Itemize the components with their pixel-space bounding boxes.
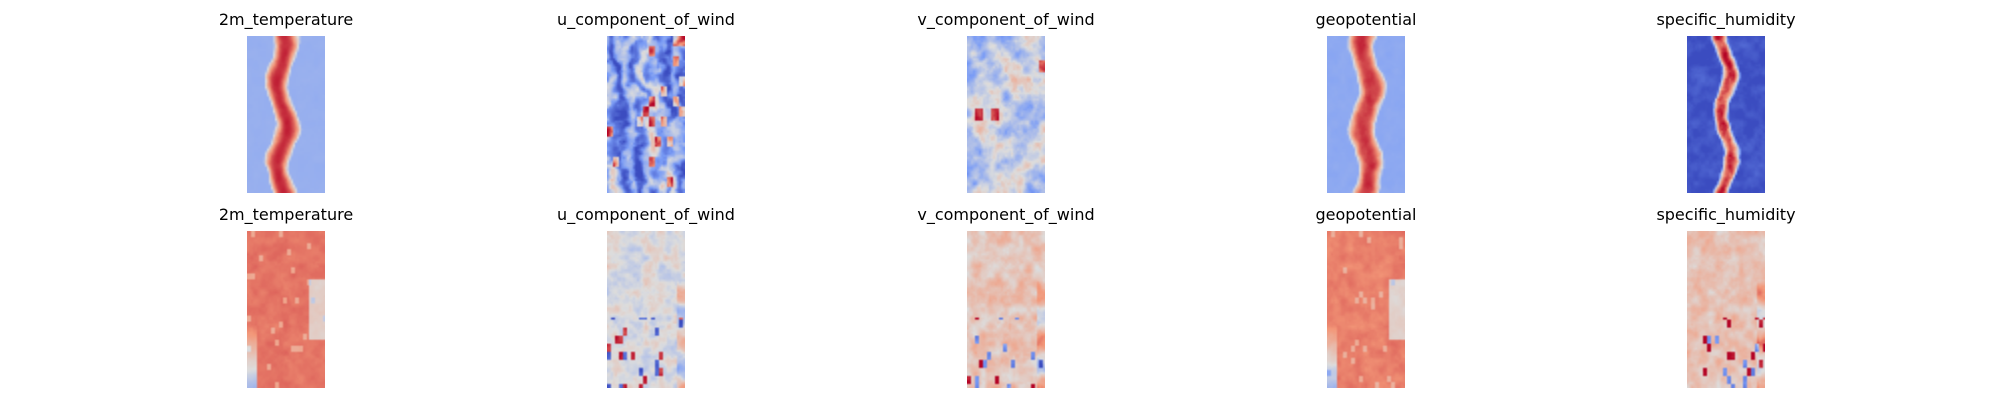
- heatmap: [1327, 36, 1405, 193]
- heatmap: [607, 231, 685, 388]
- panel-title: geopotential: [1315, 10, 1417, 29]
- panel-r1-c0: 2m_temperature: [186, 205, 386, 395]
- panel-r0-c3: geopotential: [1266, 10, 1466, 200]
- panel-r1-c4: specific_humidity: [1626, 205, 1826, 395]
- panel-title: u_component_of_wind: [557, 205, 735, 224]
- panel-r1-c1: u_component_of_wind: [546, 205, 746, 395]
- panel-title: v_component_of_wind: [917, 10, 1095, 29]
- heatmap: [247, 231, 325, 388]
- panel-title: specific_humidity: [1656, 205, 1796, 224]
- panel-r0-c0: 2m_temperature: [186, 10, 386, 200]
- panel-r0-c4: specific_humidity: [1626, 10, 1826, 200]
- heatmap: [967, 36, 1045, 193]
- heatmap: [247, 36, 325, 193]
- panel-title: geopotential: [1315, 205, 1417, 224]
- panel-r0-c1: u_component_of_wind: [546, 10, 746, 200]
- panel-title: 2m_temperature: [218, 205, 354, 224]
- heatmap: [607, 36, 685, 193]
- heatmap: [967, 231, 1045, 388]
- heatmap: [1687, 231, 1765, 388]
- panel-title: u_component_of_wind: [557, 10, 735, 29]
- heatmap: [1687, 36, 1765, 193]
- panel-r1-c3: geopotential: [1266, 205, 1466, 395]
- panel-r1-c2: v_component_of_wind: [906, 205, 1106, 395]
- panel-title: 2m_temperature: [218, 10, 354, 29]
- panel-r0-c2: v_component_of_wind: [906, 10, 1106, 200]
- heatmap: [1327, 231, 1405, 388]
- panel-title: v_component_of_wind: [917, 205, 1095, 224]
- panel-title: specific_humidity: [1656, 10, 1796, 29]
